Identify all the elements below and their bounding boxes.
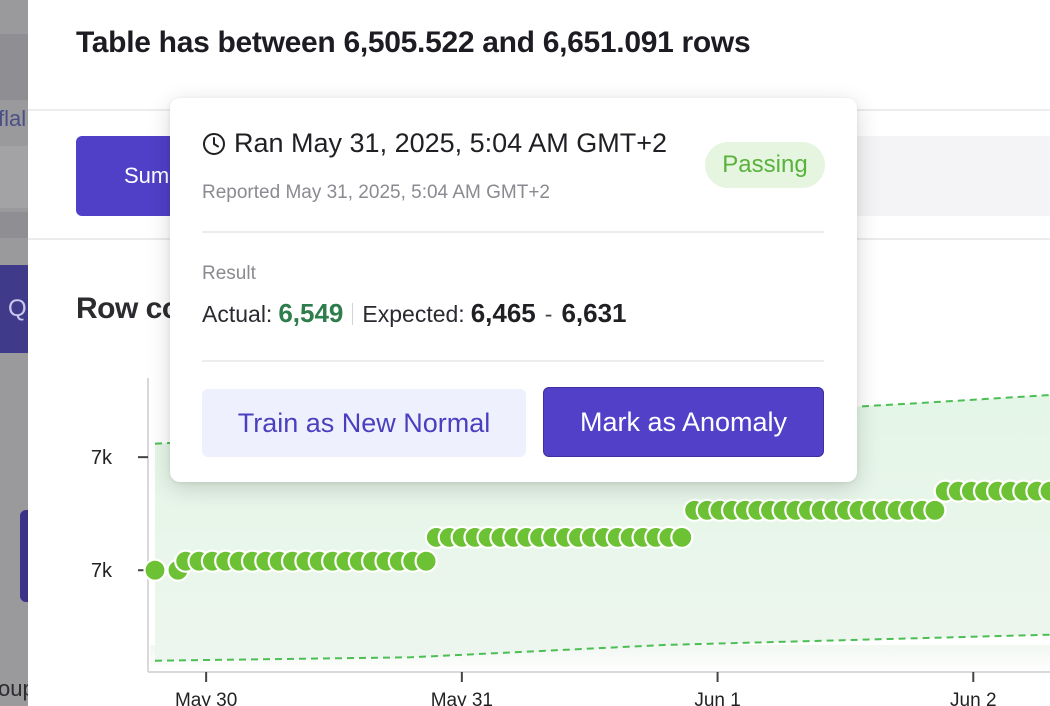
- run-timestamp: Ran May 31, 2025, 5:04 AM GMT+2: [202, 128, 667, 159]
- background-panel: [20, 510, 28, 602]
- range-dash: -: [544, 301, 553, 327]
- mark-as-anomaly-button[interactable]: Mark as Anomaly: [543, 387, 824, 457]
- separator: [352, 302, 354, 325]
- x-tick-label: May 31: [431, 690, 493, 706]
- result-label: Result: [202, 263, 256, 284]
- background-row: [0, 34, 28, 100]
- background-row: [0, 146, 28, 208]
- section-title: Row co: [76, 292, 180, 325]
- status-badge: Passing: [705, 142, 825, 188]
- actual-label: Actual:: [202, 301, 273, 327]
- divider: [202, 360, 824, 362]
- background-button: Q: [0, 265, 28, 353]
- y-ticks: 7k 7k: [91, 447, 148, 582]
- x-tick-label: Jun 2: [950, 690, 996, 706]
- result-values: Actual: 6,549 Expected: 6,465 - 6,631: [202, 298, 627, 329]
- expected-low: 6,465: [470, 298, 536, 328]
- background-text-top: flal: [0, 106, 27, 131]
- x-tick-label: May 30: [175, 690, 237, 706]
- expected-label: Expected:: [362, 301, 465, 327]
- clock-icon: [203, 132, 225, 155]
- tab-summary-label: Sum: [124, 163, 170, 188]
- data-point[interactable]: [1038, 479, 1050, 503]
- data-point[interactable]: [923, 498, 947, 522]
- train-as-new-normal-button[interactable]: Train as New Normal: [202, 389, 526, 457]
- background-row: [0, 212, 28, 238]
- y-tick-label: 7k: [91, 560, 113, 582]
- reported-text: Reported May 31, 2025, 5:04 AM GMT+2: [202, 182, 550, 203]
- data-point[interactable]: [143, 558, 167, 582]
- x-ticks: May 30 May 31 Jun 1 Jun 2: [175, 672, 997, 706]
- background-text-mid: Q: [8, 295, 27, 322]
- actual-value: 6,549: [278, 298, 344, 328]
- run-details-popover: Ran May 31, 2025, 5:04 AM GMT+2 Reported…: [170, 98, 857, 482]
- x-tick-label: Jun 1: [694, 690, 740, 706]
- data-points: [143, 479, 1050, 582]
- data-point[interactable]: [670, 525, 694, 550]
- expected-high: 6,631: [561, 298, 627, 328]
- y-tick-label: 7k: [91, 447, 113, 469]
- data-point[interactable]: [414, 549, 438, 573]
- lower-bound-line: [154, 633, 1050, 662]
- background-text-bottom: oup: [0, 676, 28, 701]
- divider: [202, 231, 824, 233]
- background-app-strip: flal Q oup: [0, 0, 28, 706]
- ran-text: Ran May 31, 2025, 5:04 AM GMT+2: [234, 128, 667, 158]
- page-title: Table has between 6,505.522 and 6,651.09…: [76, 26, 751, 59]
